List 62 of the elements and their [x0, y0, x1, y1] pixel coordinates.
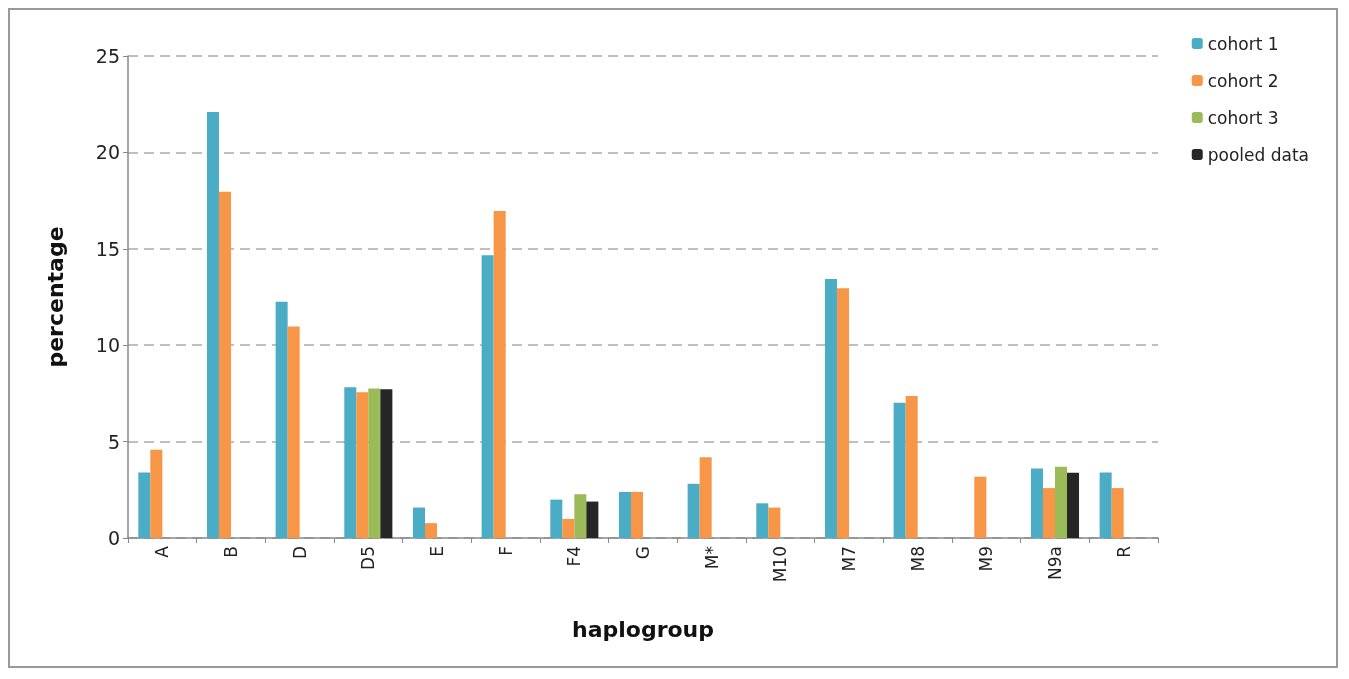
bar	[424, 523, 437, 538]
bar	[699, 457, 712, 538]
bar	[287, 326, 300, 538]
bar	[893, 402, 906, 538]
bar	[836, 288, 849, 538]
bar	[493, 211, 506, 538]
bar	[1042, 488, 1055, 538]
bar	[380, 389, 393, 538]
legend-label: cohort 2	[1207, 70, 1279, 91]
legend-label: pooled data	[1207, 144, 1309, 165]
bar	[344, 387, 357, 538]
bar	[687, 483, 700, 538]
bar	[1030, 468, 1043, 538]
x-tick-label: D	[289, 546, 310, 560]
bar	[574, 494, 587, 538]
x-tick-label: M9	[976, 546, 997, 572]
x-tick-label: G	[633, 546, 653, 560]
bar	[630, 491, 643, 538]
x-tick-label: F4	[564, 546, 585, 567]
y-tick-label: 0	[107, 527, 120, 549]
bar	[1099, 472, 1112, 538]
x-tick-label: B	[221, 546, 241, 558]
x-axis-title: haplogroup	[571, 616, 715, 642]
bar	[562, 518, 575, 538]
legend-label: cohort 1	[1207, 33, 1279, 54]
bar	[412, 507, 425, 538]
bar	[618, 491, 631, 538]
bar	[756, 503, 769, 538]
bar	[275, 301, 288, 538]
x-tick-label: M7	[839, 546, 859, 572]
x-tick-label: D5	[358, 546, 379, 570]
bar	[481, 255, 494, 538]
bar	[1067, 472, 1080, 538]
x-tick-label: M8	[907, 546, 928, 572]
x-tick-label: E	[427, 546, 447, 557]
bar	[768, 507, 781, 538]
y-axis-title: percentage	[42, 226, 68, 368]
x-tick-label: R	[1113, 545, 1134, 558]
bar	[138, 472, 151, 538]
legend-label: cohort 3	[1207, 107, 1279, 128]
y-tick-label: 20	[95, 141, 120, 164]
bar	[368, 388, 381, 538]
x-tick-label: N9a	[1045, 546, 1065, 580]
x-tick-label: A	[152, 545, 173, 558]
bar	[206, 111, 219, 538]
y-tick-label: 10	[95, 334, 120, 357]
bar	[1055, 466, 1068, 538]
bar	[356, 392, 369, 538]
bar	[586, 501, 599, 538]
y-tick-label: 15	[95, 237, 120, 260]
y-tick-label: 25	[95, 45, 120, 67]
bar	[824, 278, 837, 538]
bar	[550, 499, 563, 538]
bar	[905, 396, 918, 538]
y-tick-label: 5	[107, 430, 120, 453]
bar	[150, 449, 163, 538]
x-tick-label: F	[495, 546, 516, 556]
x-tick-label: M10	[770, 546, 791, 583]
bar	[218, 191, 231, 538]
x-tick-label: M*	[701, 546, 722, 570]
bar	[1111, 488, 1124, 538]
bar	[974, 476, 987, 538]
